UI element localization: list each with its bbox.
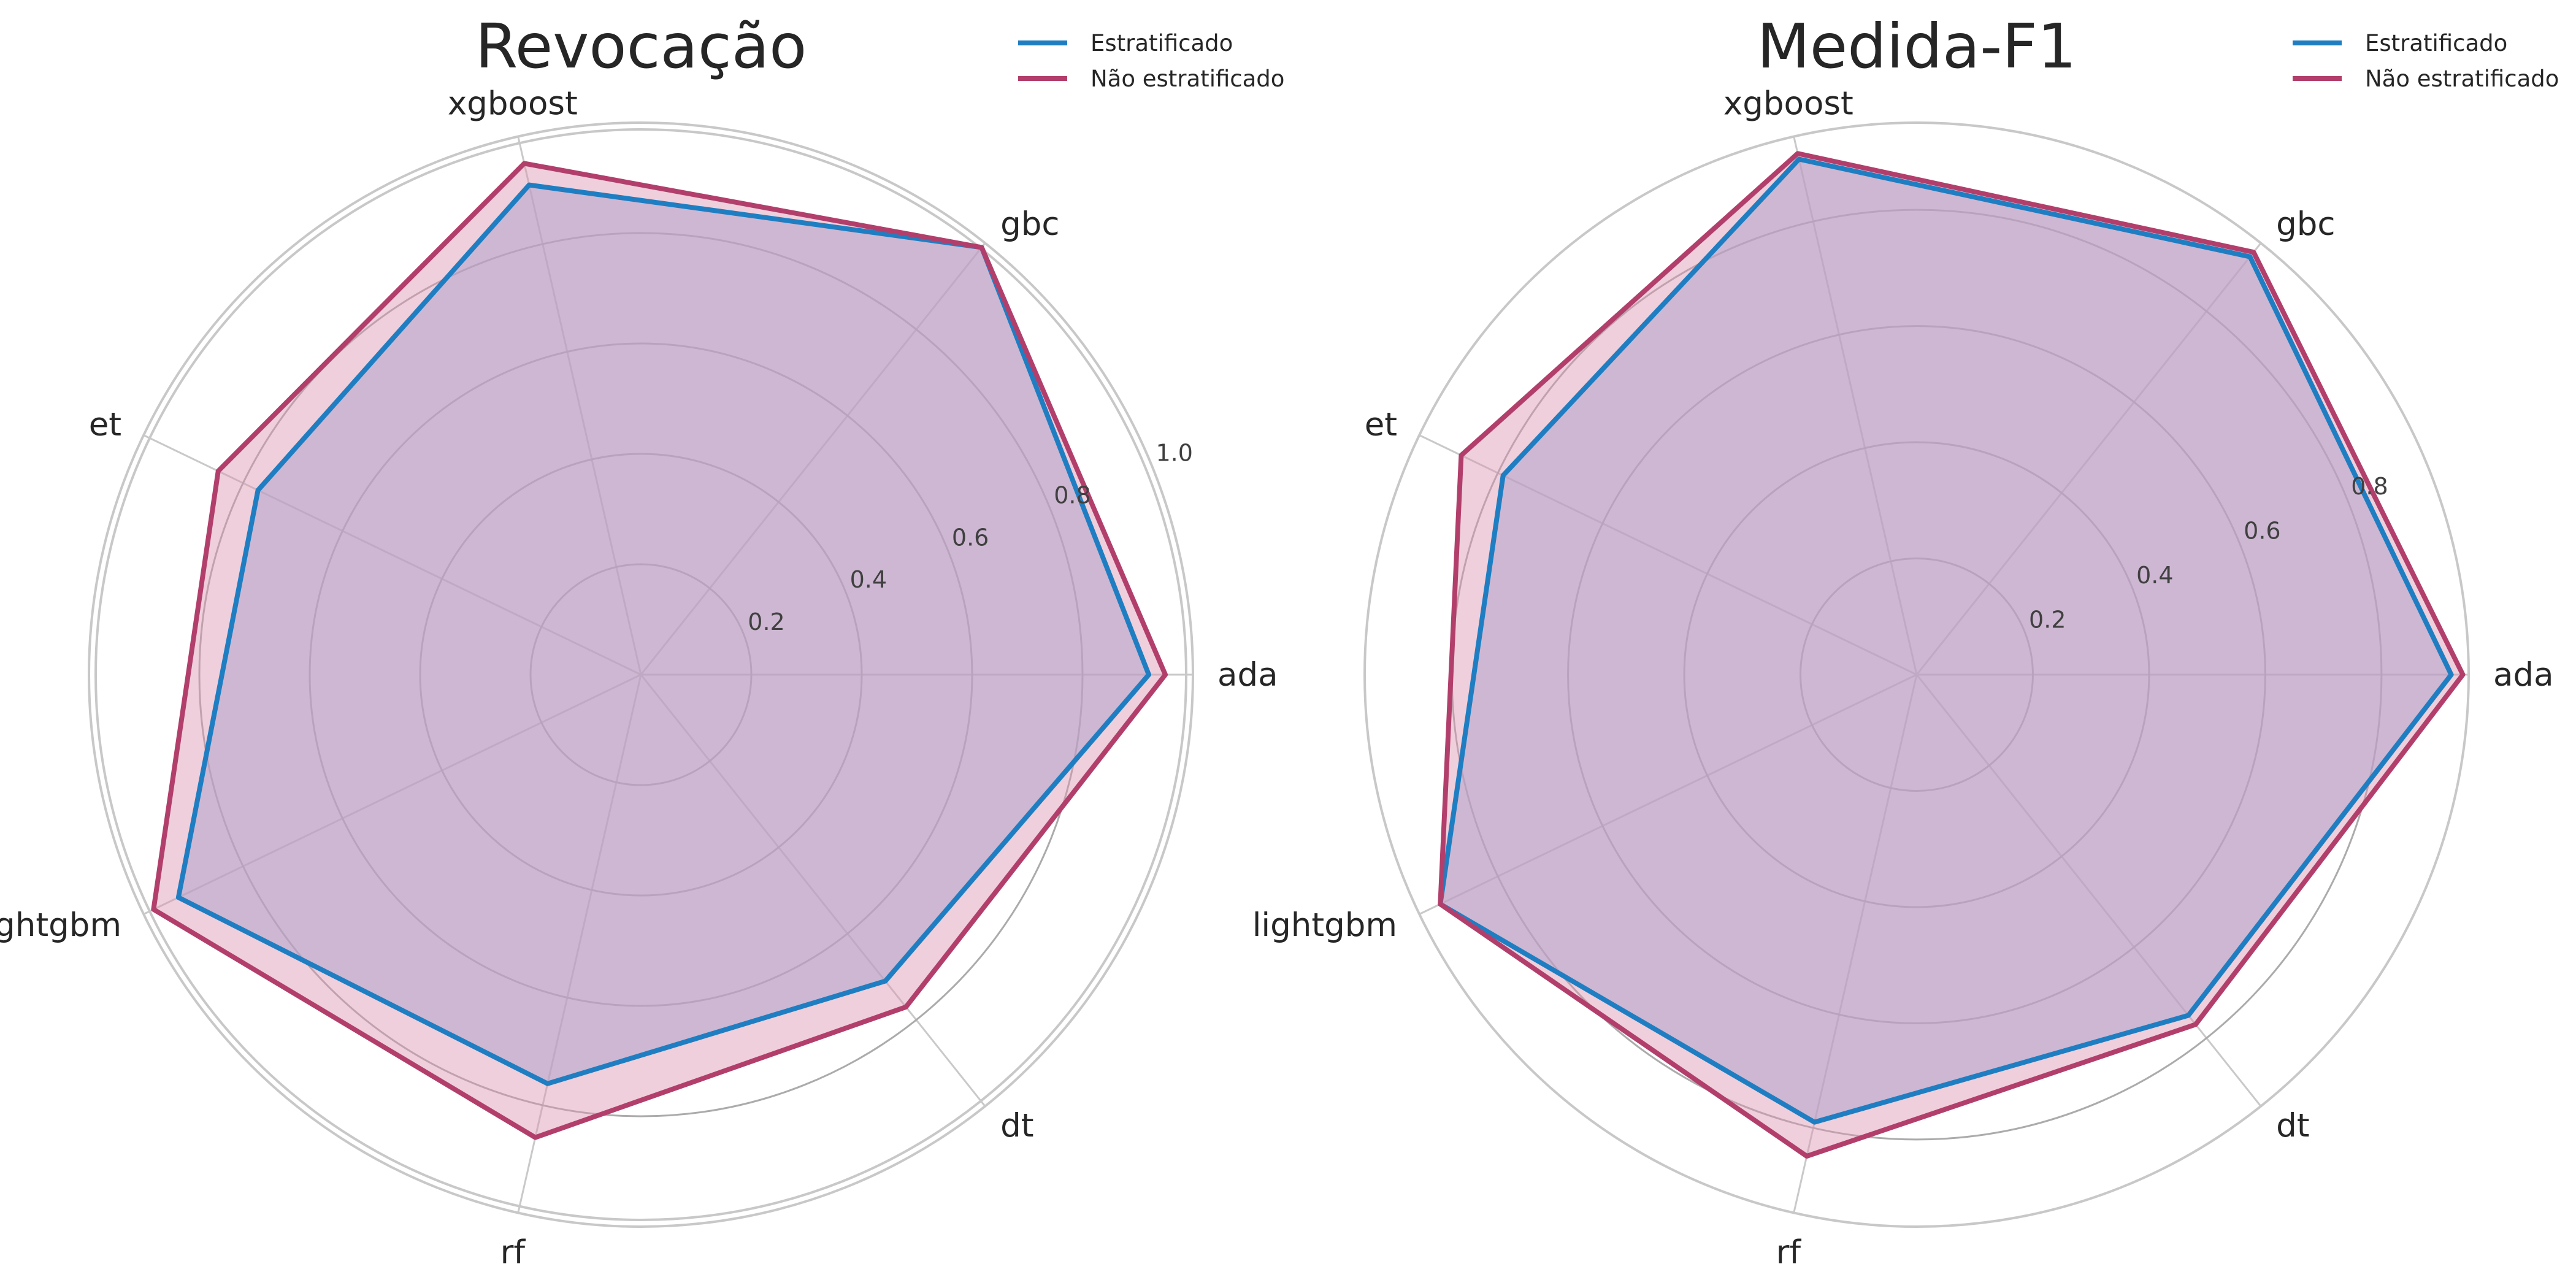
series-fill-estratificado (178, 185, 1149, 1084)
f1-radar-panel: Medida-F1 0.2 0.4 0.6 0.8 ada gbc xgboost et lig… (1252, 10, 2559, 1271)
r-tick-label: 0.2 (748, 608, 784, 635)
r-tick-label: 0.8 (2351, 473, 2388, 500)
series-line-n-o-estratificado (1438, 151, 2466, 1159)
legend-label-stratified: Estratificado (1091, 30, 1233, 56)
legend: Estratificado Não estratificado (1018, 30, 1284, 92)
chart-title: Revocação (475, 10, 807, 82)
legend-label-non-stratified: Não estratificado (1091, 66, 1284, 92)
legend-label-non-stratified: Não estratificado (2365, 66, 2559, 92)
r-tick-label: 0.6 (2244, 517, 2280, 544)
chart-title: Medida-F1 (1757, 10, 2076, 82)
data-point-n-o-estratificado-dt (2195, 1024, 2196, 1025)
data-point-estratificado-dt (2188, 1015, 2189, 1016)
r-tick-label: 0.4 (2136, 562, 2173, 589)
category-label-ada: ada (2493, 656, 2554, 694)
category-label-dt: dt (1000, 1107, 1033, 1144)
series-line-estratificado (175, 182, 1151, 1086)
category-label-xgboost: xgboost (1723, 85, 1853, 123)
series-line-estratificado (1438, 156, 2454, 1125)
data-point-n-o-estratificado-gbc (2253, 251, 2254, 253)
category-label-gbc: gbc (2276, 205, 2335, 243)
labels-layer: 0.2 0.4 0.6 0.8 ada gbc xgboost et lightgbm rf dt (1252, 85, 2554, 1271)
r-tick-label: 1.0 (1156, 440, 1192, 467)
category-label-xgboost: xgboost (448, 85, 578, 123)
recall-radar-panel: Revocação 0.2 0.4 0.6 0.8 1.0 ada gbc xgboost et… (0, 10, 1284, 1271)
r-tick-label: 0.2 (2029, 606, 2066, 633)
data-point-n-o-estratificado-gbc (981, 247, 983, 248)
data-point-n-o-estratificado-rf (1806, 1156, 1807, 1157)
r-tick-label: 0.8 (1054, 481, 1091, 508)
category-label-lightgbm: lightgbm (0, 907, 121, 944)
data-point-n-o-estratificado-lightgbm (153, 909, 154, 910)
data-point-n-o-estratificado-lightgbm (1439, 903, 1441, 905)
category-label-lightgbm: lightgbm (1252, 907, 1397, 944)
category-label-rf: rf (1776, 1233, 1802, 1271)
data-point-estratificado-rf (547, 1083, 548, 1084)
series-line-n-o-estratificado (151, 161, 1168, 1140)
category-label-ada: ada (1217, 656, 1278, 694)
r-tick-label: 0.4 (850, 566, 887, 593)
r-tick-label: 0.6 (952, 524, 989, 551)
series-layer (1438, 151, 2466, 1159)
series-layer (151, 161, 1168, 1140)
category-label-rf: rf (500, 1233, 526, 1271)
legend: Estratificado Não estratificado (2293, 30, 2559, 92)
labels-layer: 0.2 0.4 0.6 0.8 1.0 ada gbc xgboost et lightgbm rf… (0, 85, 1278, 1271)
category-label-et: et (89, 406, 121, 443)
category-label-gbc: gbc (1000, 205, 1059, 243)
category-label-dt: dt (2276, 1107, 2309, 1144)
category-label-et: et (1365, 406, 1397, 443)
series-fill-n-o-estratificado (153, 163, 1165, 1138)
legend-label-stratified: Estratificado (2365, 30, 2507, 56)
series-fill-estratificado (1440, 159, 2451, 1122)
series-fill-n-o-estratificado (1440, 153, 2463, 1157)
data-point-n-o-estratificado-et (1460, 454, 1462, 456)
data-point-n-o-estratificado-dt (905, 1006, 907, 1008)
